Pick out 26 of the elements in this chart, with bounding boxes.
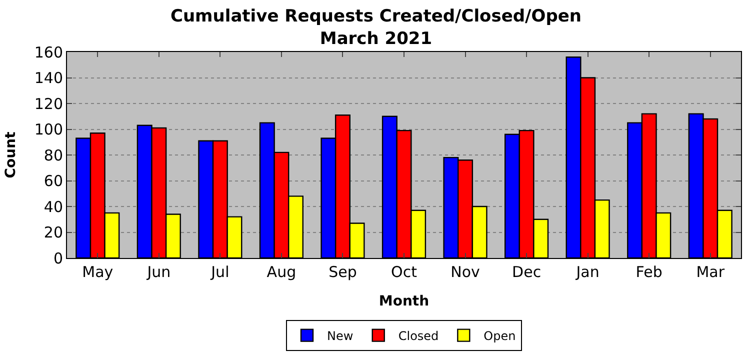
x-tick-label: Nov [450,263,480,281]
x-tick-label: May [82,263,114,281]
x-tick-label: Mar [696,263,726,281]
y-tick-label: 20 [44,224,63,242]
chart-title: Cumulative Requests Created/Closed/Open March 2021 [170,6,582,49]
y-tick-label: 80 [44,146,63,164]
x-tick-label: Feb [636,263,662,281]
y-tick-label: 160 [34,43,63,62]
x-tick-label: Jan [575,263,600,281]
x-tick-label: Jun [146,263,171,281]
y-tick-label: 0 [53,249,63,268]
legend-label: Open [484,328,516,343]
y-axis-title: Count [2,131,19,178]
y-tick-label: 120 [34,94,63,113]
y-tick-label: 140 [34,69,63,87]
y-tick-label: 60 [44,172,63,190]
x-axis-title: Month [378,293,430,310]
legend-label: New [327,328,354,343]
x-tick-label: Aug [266,263,296,281]
legend-label: Closed [398,328,439,343]
y-tick-label: 100 [34,120,63,138]
y-tick-label: 40 [44,198,63,216]
x-tick-label: Sep [328,263,357,281]
x-tick-label: Oct [391,263,418,281]
x-tick-label: Jul [210,263,230,281]
x-tick-label: Dec [512,263,542,281]
